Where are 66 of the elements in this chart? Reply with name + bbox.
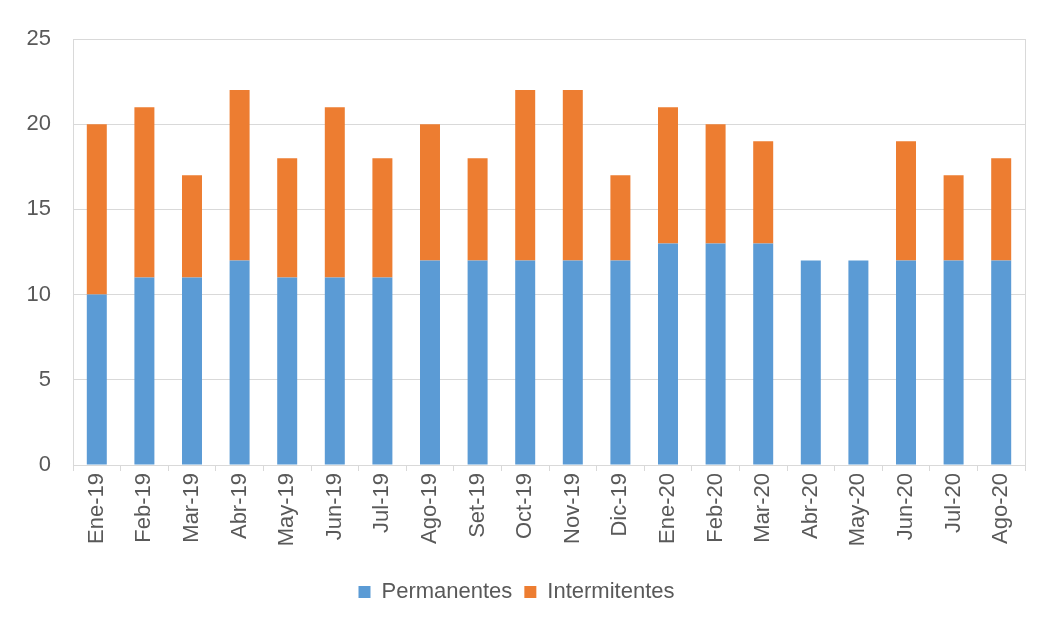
bar — [86, 294, 107, 465]
y-tick-label: 5 — [38, 365, 51, 391]
x-tick-label: Jun-20 — [892, 473, 918, 541]
bar — [943, 260, 964, 465]
x-tick-label: Nov-19 — [558, 473, 584, 544]
bar — [943, 175, 964, 261]
bar — [324, 107, 345, 278]
x-tick-label: Dic-19 — [606, 473, 632, 537]
y-tick-label: 10 — [26, 280, 51, 306]
bar — [229, 260, 250, 465]
bar — [420, 124, 440, 261]
x-tick-label: May-19 — [273, 473, 299, 547]
bar — [229, 90, 250, 261]
bar — [991, 158, 1012, 261]
x-tick-label: Abr-20 — [796, 473, 822, 540]
bar — [705, 124, 726, 244]
y-tick-label: 25 — [26, 25, 51, 51]
x-tick-label: Jun-19 — [320, 473, 346, 541]
bar — [515, 260, 536, 465]
x-tick-label: Mar-19 — [178, 473, 204, 543]
bar — [991, 260, 1012, 465]
bar — [134, 107, 155, 278]
legend-label: Permanentes — [381, 578, 513, 604]
bar — [86, 124, 107, 295]
bar — [182, 175, 202, 278]
bar — [277, 277, 298, 465]
x-tick-label: Ene-19 — [82, 473, 108, 544]
x-tick-label: Ago-20 — [987, 473, 1013, 544]
bar — [896, 260, 916, 465]
bar — [753, 141, 774, 244]
legend-label: Intermitentes — [547, 578, 675, 604]
bar — [134, 277, 155, 465]
bar — [372, 158, 393, 278]
bar — [658, 107, 678, 244]
bar — [800, 260, 821, 465]
bar — [182, 277, 202, 465]
x-tick-label: Jul-19 — [368, 473, 394, 533]
y-tick-label: 20 — [26, 110, 51, 136]
x-tick-label: Mar-20 — [749, 473, 775, 543]
bar — [658, 243, 678, 465]
x-tick-label: Abr-19 — [225, 473, 251, 540]
x-tick-label: Feb-20 — [701, 473, 727, 543]
y-tick-label: 15 — [26, 195, 51, 221]
bar — [277, 158, 298, 278]
bar — [705, 243, 726, 465]
bar — [515, 90, 536, 261]
bar — [610, 260, 631, 465]
bar — [896, 141, 916, 261]
x-tick-label: Ago-19 — [416, 473, 442, 544]
bar — [324, 277, 345, 465]
y-tick-label: 0 — [38, 451, 51, 477]
x-tick-label: Set-19 — [463, 473, 489, 538]
bar — [848, 260, 869, 465]
x-tick-label: May-20 — [844, 473, 870, 547]
bar — [562, 260, 583, 465]
bar — [420, 260, 440, 465]
x-tick-label: Jul-20 — [939, 473, 965, 533]
bar — [753, 243, 774, 465]
bar — [372, 277, 393, 465]
x-tick-label: Ene-20 — [654, 473, 680, 544]
x-tick-label: Oct-19 — [511, 473, 537, 540]
bar — [467, 260, 488, 465]
x-tick-label: Feb-19 — [130, 473, 156, 543]
bar — [562, 90, 583, 261]
bar — [467, 158, 488, 261]
bar — [610, 175, 631, 261]
